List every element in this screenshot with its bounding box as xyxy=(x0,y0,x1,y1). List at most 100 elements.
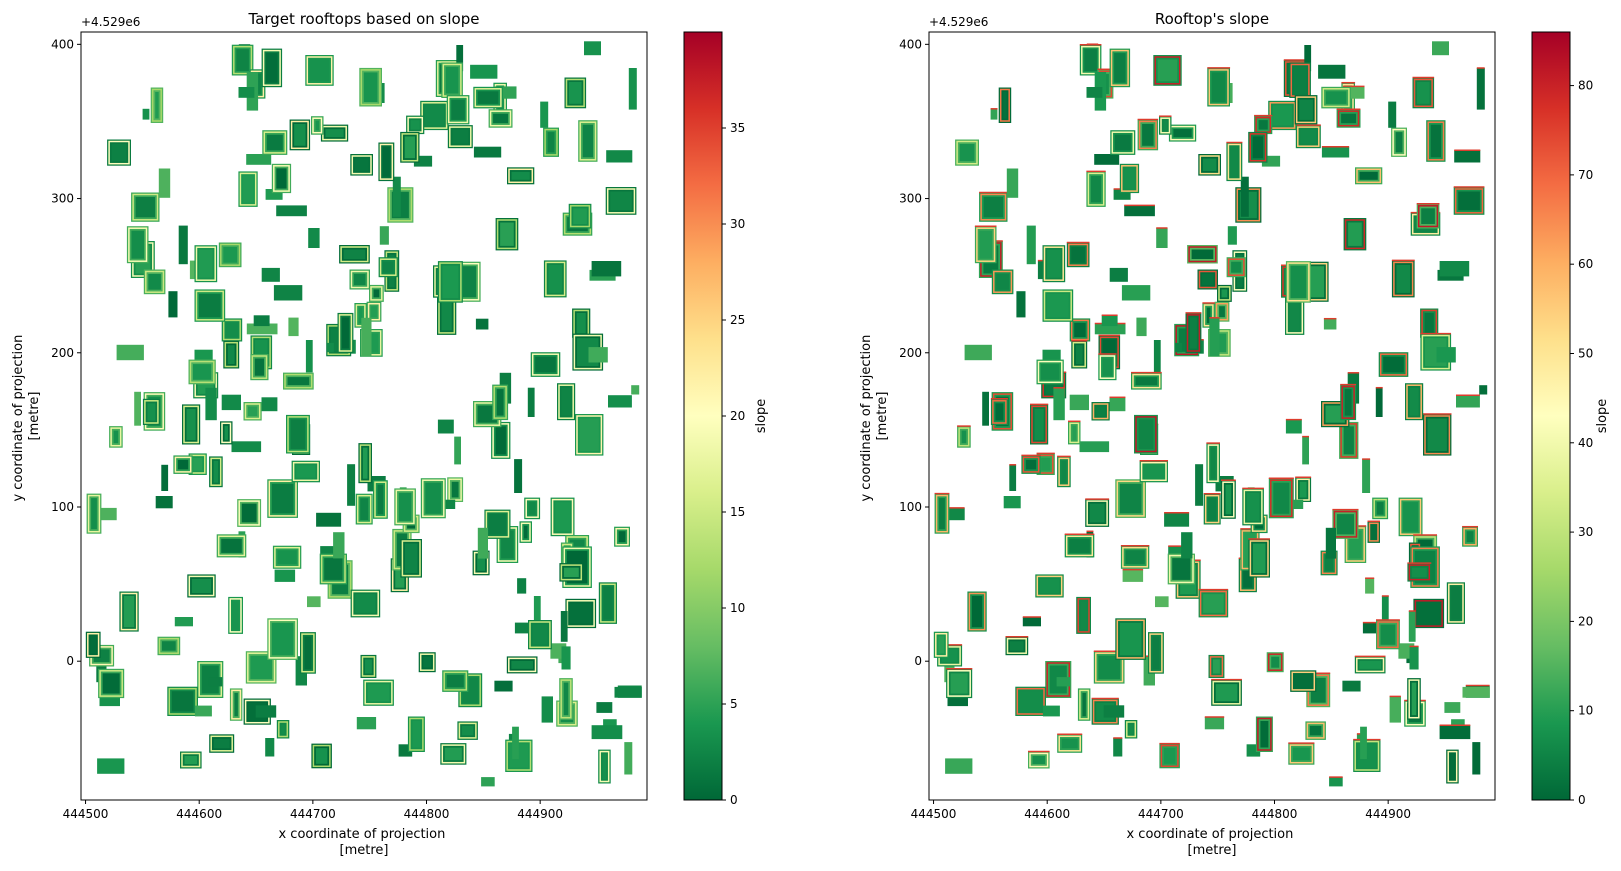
y-tick-label: 400 xyxy=(51,37,74,51)
raster-cell xyxy=(511,171,530,180)
colorbar-ticks: 0 10 20 30 40 50 60 70 80 xyxy=(1570,79,1593,807)
raster-cell xyxy=(1432,41,1449,56)
raster-cell xyxy=(956,140,978,165)
x-axis-label-line-1: x coordinate of projection xyxy=(278,827,445,842)
raster-cell xyxy=(460,266,477,298)
raster-cell xyxy=(379,226,389,245)
raster-cell xyxy=(1042,705,1060,717)
raster-cell xyxy=(939,498,945,530)
raster-cell xyxy=(1135,377,1158,386)
raster-cell xyxy=(615,527,629,546)
x-axis-label-line-1: x coordinate of projection xyxy=(1126,827,1293,842)
colorbar-ticks: 0 5 10 15 20 25 30 35 xyxy=(722,121,745,807)
raster-cell xyxy=(1289,299,1300,331)
raster-cell xyxy=(401,133,419,162)
raster-cell xyxy=(253,315,270,327)
raster-cell xyxy=(982,391,989,426)
raster-cell xyxy=(1190,317,1197,349)
colorbar-tick-label: 50 xyxy=(1578,346,1593,360)
raster-cell xyxy=(421,102,448,129)
raster-cell xyxy=(360,69,381,106)
raster-cell xyxy=(1114,134,1131,151)
raster-cell xyxy=(439,262,462,302)
raster-cell xyxy=(255,705,277,718)
raster-cell xyxy=(1243,562,1253,588)
colorbar-tick-label: 35 xyxy=(730,121,745,135)
raster-cell xyxy=(1377,621,1399,649)
raster-cell xyxy=(305,340,313,373)
raster-cell xyxy=(1172,558,1191,580)
raster-cell xyxy=(151,88,162,122)
raster-cell xyxy=(1287,262,1310,302)
raster-cell xyxy=(1221,289,1228,298)
raster-cell xyxy=(493,385,507,419)
raster-cell xyxy=(983,197,1003,218)
y-tick-label: 200 xyxy=(899,346,922,360)
raster-cell xyxy=(1036,575,1063,597)
raster-cell xyxy=(1373,498,1387,518)
raster-cell xyxy=(1198,270,1217,289)
raster-cell xyxy=(473,146,502,158)
raster-cell xyxy=(383,261,394,273)
raster-cell xyxy=(1009,464,1017,491)
raster-cell xyxy=(423,656,432,668)
raster-cell xyxy=(304,636,312,670)
raster-cell xyxy=(1304,45,1312,72)
raster-cell xyxy=(199,249,213,278)
raster-cell xyxy=(246,323,278,335)
raster-cell xyxy=(496,389,504,416)
raster-cell xyxy=(560,564,583,581)
raster-cell xyxy=(1222,481,1235,518)
x-tick-label: 444600 xyxy=(176,807,222,821)
raster-cell xyxy=(365,659,372,674)
raster-cell xyxy=(265,189,283,200)
raster-cell xyxy=(1323,318,1337,330)
raster-cell xyxy=(508,657,537,673)
raster-cell xyxy=(1047,293,1069,318)
raster-cell xyxy=(1087,172,1105,206)
raster-cell xyxy=(560,611,568,642)
raster-cell xyxy=(449,126,472,147)
raster-cell xyxy=(624,742,633,775)
raster-cell xyxy=(1333,510,1358,538)
raster-cell xyxy=(1388,101,1397,128)
raster-cell xyxy=(602,754,607,779)
raster-cell xyxy=(606,150,633,163)
raster-cell xyxy=(254,358,264,376)
raster-cell xyxy=(261,267,280,282)
raster-cell xyxy=(131,230,144,259)
raster-cell xyxy=(1302,436,1309,465)
x-tick-label: 444900 xyxy=(1365,807,1411,821)
raster-cell xyxy=(1417,82,1430,104)
raster-cell xyxy=(1121,165,1138,192)
raster-cell xyxy=(1258,120,1268,130)
raster-cell xyxy=(1188,246,1217,263)
raster-cell xyxy=(618,531,626,543)
raster-cell xyxy=(458,722,477,739)
raster-cell xyxy=(1186,314,1201,352)
raster-cell xyxy=(145,270,165,293)
raster-cell xyxy=(1163,120,1167,131)
raster-cell xyxy=(475,318,489,330)
raster-cell xyxy=(222,319,241,341)
raster-cell xyxy=(563,567,579,578)
y-axis-label-line-2: [metre] xyxy=(875,392,890,441)
raster-cell xyxy=(1424,313,1434,334)
raster-cell xyxy=(606,188,636,214)
raster-cell xyxy=(1082,692,1086,717)
raster-cell xyxy=(1267,653,1283,671)
raster-cell xyxy=(191,578,212,593)
raster-cell xyxy=(1102,358,1112,376)
raster-cell xyxy=(1318,64,1346,79)
raster-layer xyxy=(85,41,642,787)
raster-cell xyxy=(1344,389,1352,416)
raster-cell xyxy=(194,349,213,362)
raster-cell xyxy=(495,426,506,455)
raster-cell xyxy=(477,555,486,571)
raster-cell xyxy=(990,108,998,120)
raster-cell xyxy=(1122,569,1144,582)
raster-cell xyxy=(116,344,144,361)
raster-cell xyxy=(246,154,272,165)
raster-cell xyxy=(120,592,138,631)
raster-cell xyxy=(90,636,97,654)
